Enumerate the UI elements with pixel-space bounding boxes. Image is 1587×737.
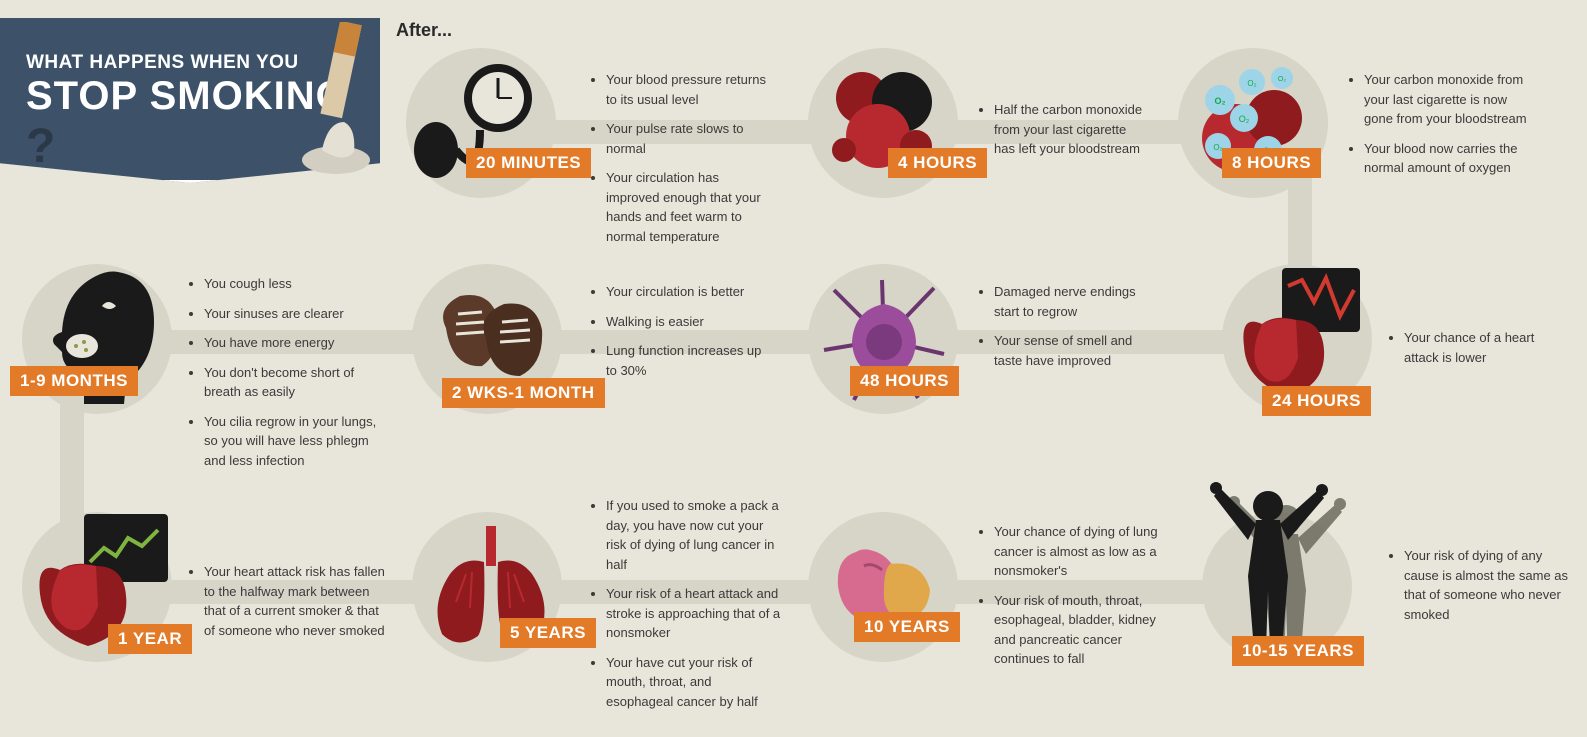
bullets-10yr: Your chance of dying of lung cancer is a… (976, 522, 1166, 679)
cigarette-icon (298, 22, 378, 182)
bullets-2wk: Your circulation is better Walking is ea… (588, 282, 768, 390)
header-underline (26, 180, 306, 184)
bullets-1yr: Your heart attack risk has fallen to the… (186, 562, 386, 650)
bullets-19mo: You cough less Your sinuses are clearer … (186, 274, 386, 480)
neuron-icon (804, 260, 964, 420)
bullets-5yr: If you used to smoke a pack a day, you h… (588, 496, 782, 721)
bullets-20min: Your blood pressure returns to its usual… (588, 70, 772, 256)
badge-20min: 20 MINUTES (466, 148, 591, 178)
badge-8hr: 8 HOURS (1222, 148, 1321, 178)
badge-5yr: 5 YEARS (500, 618, 596, 648)
badge-24hr: 24 HOURS (1262, 386, 1371, 416)
badge-48hr: 48 HOURS (850, 366, 959, 396)
bullets-4hr: Half the carbon monoxide from your last … (976, 100, 1146, 169)
header-qmark: ? (26, 119, 55, 174)
svg-text:O₂: O₂ (1278, 76, 1286, 83)
badge-1015yr: 10-15 YEARS (1232, 636, 1364, 666)
svg-text:O₂: O₂ (1215, 96, 1226, 106)
bullets-8hr: Your carbon monoxide from your last ciga… (1346, 70, 1530, 188)
badge-10yr: 10 YEARS (854, 612, 960, 642)
after-label: After... (396, 20, 452, 41)
svg-text:O₂: O₂ (1239, 114, 1250, 124)
bullets-24hr: Your chance of a heart attack is lower (1386, 328, 1566, 377)
bullets-1015yr: Your risk of dying of any cause is almos… (1386, 546, 1570, 634)
badge-1yr: 1 YEAR (108, 624, 192, 654)
bullets-48hr: Damaged nerve endings start to regrow Yo… (976, 282, 1162, 380)
badge-19mo: 1-9 MONTHS (10, 366, 138, 396)
badge-2wk: 2 WKS-1 MONTH (442, 378, 605, 408)
badge-4hr: 4 HOURS (888, 148, 987, 178)
svg-text:O₂: O₂ (1247, 79, 1256, 88)
